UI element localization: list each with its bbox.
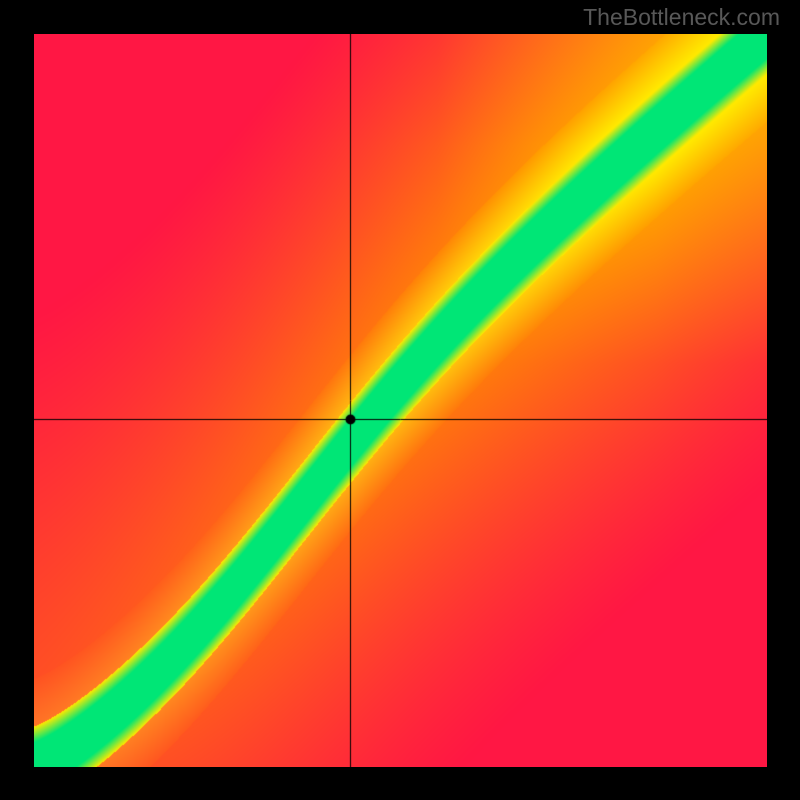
heatmap-canvas xyxy=(34,34,767,767)
chart-frame: TheBottleneck.com xyxy=(0,0,800,800)
watermark-text: TheBottleneck.com xyxy=(583,4,780,31)
